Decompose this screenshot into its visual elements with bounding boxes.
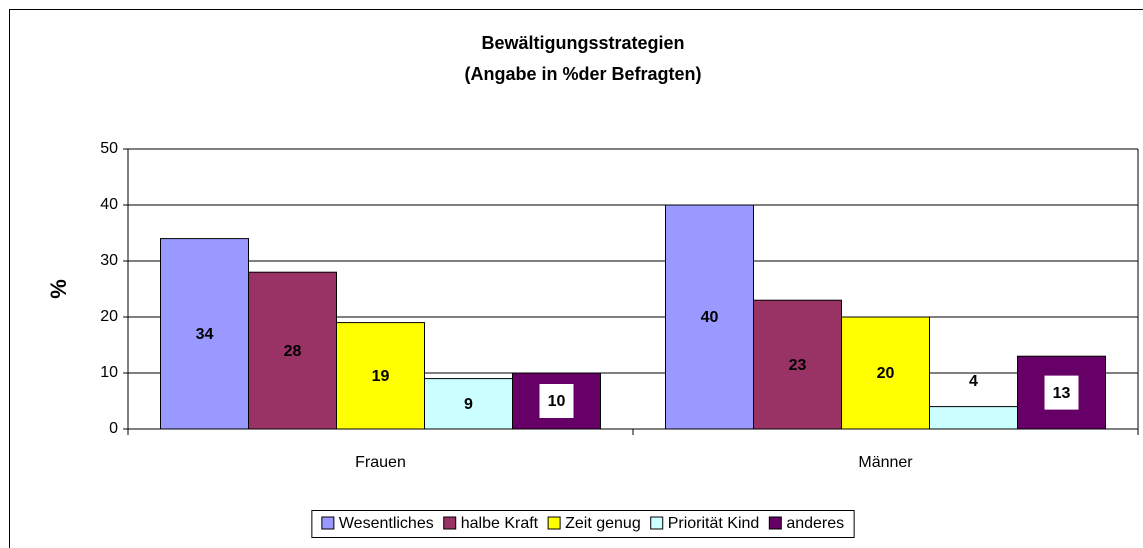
- value-label: 28: [284, 343, 302, 360]
- y-tick-label: 40: [100, 196, 118, 213]
- chart-title: Bewältigungsstrategien: [481, 33, 684, 53]
- legend-swatch: [768, 516, 782, 530]
- legend-swatch: [321, 516, 335, 530]
- value-label-bg: [1044, 375, 1079, 410]
- legend-label: Wesentliches: [339, 515, 434, 532]
- y-tick-label: 0: [109, 420, 118, 437]
- bar: [753, 299, 842, 430]
- bar: [841, 316, 930, 430]
- bar: [160, 238, 249, 430]
- bar: [665, 204, 754, 430]
- x-tick-label: Männer: [858, 454, 913, 471]
- y-tick-label: 20: [100, 308, 118, 325]
- legend-swatch: [443, 516, 457, 530]
- value-label: 10: [548, 393, 566, 410]
- value-label: 4: [969, 373, 978, 390]
- legend: [311, 510, 855, 538]
- legend-label: anderes: [786, 515, 844, 532]
- value-label: 13: [1053, 385, 1071, 402]
- value-label: 23: [789, 357, 807, 374]
- x-tick-label: Frauen: [355, 454, 406, 471]
- value-label: 20: [877, 365, 895, 382]
- bar: [248, 271, 337, 430]
- value-label: 34: [196, 326, 214, 343]
- legend-label: Zeit genug: [565, 515, 641, 532]
- y-tick-label: 50: [100, 140, 118, 157]
- legend-label: halbe Kraft: [461, 515, 539, 532]
- chart-subtitle: (Angabe in %der Befragten): [464, 64, 701, 84]
- value-label: 40: [701, 309, 719, 326]
- y-tick-label: 30: [100, 252, 118, 269]
- y-tick-label: 10: [100, 364, 118, 381]
- legend-swatch: [547, 516, 561, 530]
- value-label: 19: [372, 368, 390, 385]
- legend-label: Priorität Kind: [668, 515, 760, 532]
- value-label-bg: [539, 384, 574, 418]
- bar: [929, 406, 1018, 430]
- y-axis-label: %: [46, 279, 71, 299]
- legend-swatch: [650, 516, 664, 530]
- value-label: 9: [464, 396, 473, 413]
